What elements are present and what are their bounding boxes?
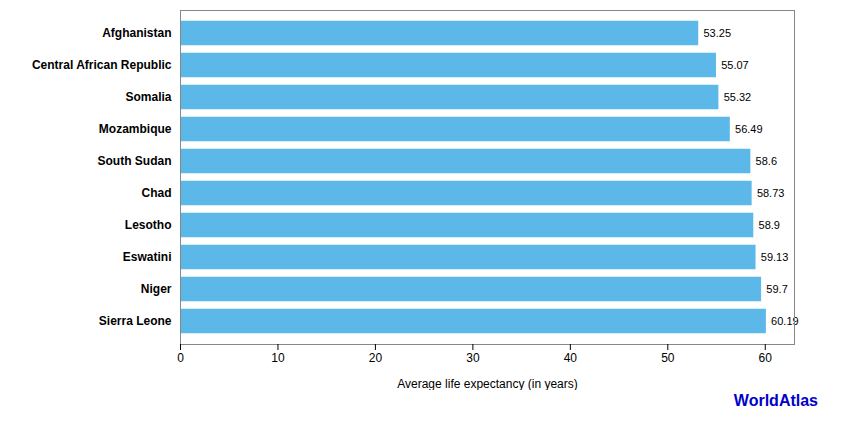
svg-text:20: 20 [369,351,383,365]
svg-text:40: 40 [564,351,578,365]
svg-text:59.7: 59.7 [766,283,787,295]
svg-text:58.73: 58.73 [757,187,785,199]
svg-text:60.19: 60.19 [771,315,799,327]
svg-text:50: 50 [661,351,675,365]
svg-text:Niger: Niger [141,282,172,296]
svg-text:55.32: 55.32 [724,91,752,103]
svg-text:55.07: 55.07 [721,59,749,71]
svg-text:Eswatini: Eswatini [123,250,172,264]
svg-text:Mozambique: Mozambique [99,122,172,136]
svg-text:Sierra Leone: Sierra Leone [99,314,172,328]
svg-text:30: 30 [466,351,480,365]
svg-text:56.49: 56.49 [735,123,763,135]
svg-text:South Sudan: South Sudan [98,154,172,168]
svg-text:Afghanistan: Afghanistan [102,26,171,40]
svg-text:Somalia: Somalia [125,90,171,104]
svg-text:Chad: Chad [142,186,172,200]
svg-text:60: 60 [759,351,773,365]
svg-text:Lesotho: Lesotho [125,218,172,232]
svg-text:Central African Republic: Central African Republic [32,58,172,72]
svg-text:58.9: 58.9 [759,219,780,231]
svg-text:Average life expectancy (in ye: Average life expectancy (in years) [397,377,578,391]
svg-text:10: 10 [271,351,285,365]
svg-text:53.25: 53.25 [703,27,731,39]
svg-text:58.6: 58.6 [756,155,777,167]
html-text:WorldAtlas: WorldAtlas [733,392,818,409]
svg-text:59.13: 59.13 [761,251,789,263]
svg-text:0: 0 [177,351,184,365]
